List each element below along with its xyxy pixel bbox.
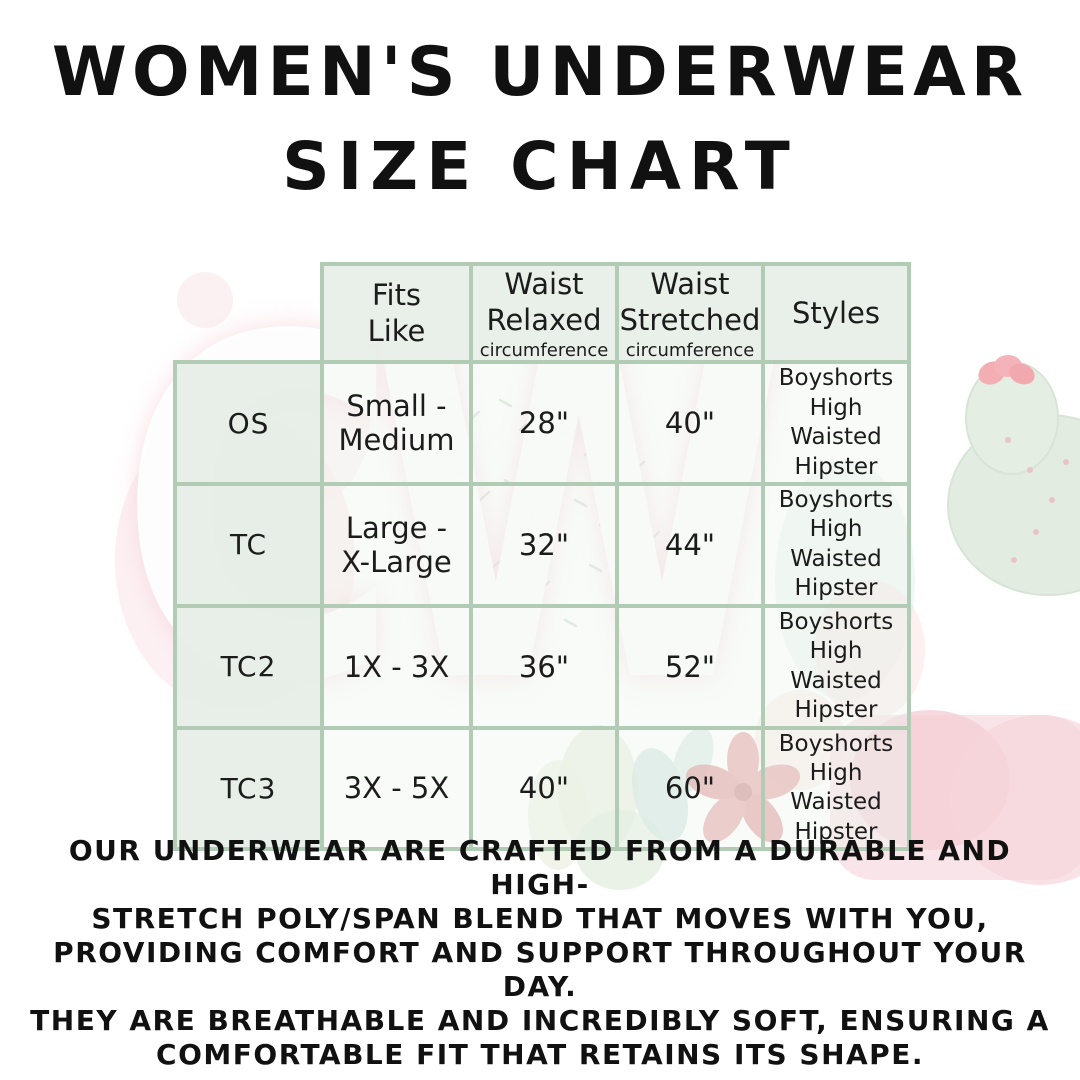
cell-tc3-fits-like: 3X - 5X — [320, 725, 473, 852]
col-header-waist-stretched-label: Waist Stretched — [619, 267, 761, 338]
cell-tc3-waist-stretched: 60" — [615, 725, 765, 852]
table-row-tc2: TC2 1X - 3X 36" 52" Boyshorts High Waist… — [173, 603, 911, 730]
cell-os-styles: Boyshorts High Waisted Hipster — [761, 360, 911, 487]
col-header-waist-relaxed-sub: circumference — [479, 339, 609, 361]
size-chart-table: Fits Like Waist Relaxed circumference Wa… — [173, 261, 911, 852]
cell-os-fits-like: Small - Medium — [320, 360, 473, 487]
cell-tc-fits-like: Large - X-Large — [320, 482, 473, 608]
table-row-os: OS Small - Medium 28" 40" Boyshorts High… — [173, 360, 911, 487]
cell-tc-waist-relaxed: 32" — [469, 482, 619, 608]
page-title-line1: WOMEN'S UNDERWEAR — [51, 33, 1029, 112]
cell-os-waist-relaxed: 28" — [469, 360, 619, 487]
row-header-os: OS — [173, 360, 324, 487]
row-header-tc: TC — [173, 482, 324, 608]
col-header-fits-like-label: Fits Like — [367, 277, 426, 349]
col-header-waist-relaxed-label: Waist Relaxed — [486, 267, 602, 338]
col-header-fits-like: Fits Like — [320, 261, 473, 365]
cell-tc2-waist-relaxed: 36" — [469, 603, 619, 730]
page-title: WOMEN'S UNDERWEAR SIZE CHART — [0, 33, 1080, 205]
col-header-styles: Styles — [761, 261, 911, 365]
table-corner-cell — [175, 264, 322, 362]
cell-tc2-waist-stretched: 52" — [615, 603, 765, 730]
cell-tc3-styles: Boyshorts High Waisted Hipster — [761, 725, 911, 852]
table-row-tc3: TC3 3X - 5X 40" 60" Boyshorts High Waist… — [173, 725, 911, 852]
cell-tc2-fits-like: 1X - 3X — [320, 603, 473, 730]
description-line: OUR UNDERWEAR ARE CRAFTED FROM A DURABLE… — [68, 834, 1012, 901]
cactus-flower — [978, 355, 1035, 385]
cell-tc-waist-stretched: 44" — [615, 482, 765, 608]
product-description: OUR UNDERWEAR ARE CRAFTED FROM A DURABLE… — [20, 834, 1060, 1072]
description-line: STRETCH POLY/SPAN BLEND THAT MOVES WITH … — [91, 902, 989, 935]
row-header-tc3: TC3 — [173, 725, 324, 852]
cell-tc2-styles: Boyshorts High Waisted Hipster — [761, 603, 911, 730]
col-header-waist-stretched: Waist Stretched circumference — [615, 261, 765, 365]
col-header-styles-label: Styles — [792, 296, 880, 331]
cell-os-waist-stretched: 40" — [615, 360, 765, 487]
col-header-waist-stretched-sub: circumference — [625, 339, 755, 361]
description-line: COMFORTABLE FIT THAT RETAINS ITS SHAPE. — [156, 1038, 924, 1071]
description-line: PROVIDING COMFORT AND SUPPORT THROUGHOUT… — [53, 936, 1027, 1003]
cactus-dots — [1005, 437, 1069, 563]
cell-tc3-waist-relaxed: 40" — [469, 725, 619, 852]
row-header-tc2: TC2 — [173, 603, 324, 730]
page-title-line2: SIZE CHART — [282, 127, 798, 205]
col-header-waist-relaxed: Waist Relaxed circumference — [469, 261, 619, 365]
description-line: THEY ARE BREATHABLE AND INCREDIBLY SOFT,… — [30, 1004, 1050, 1037]
header-row: Fits Like Waist Relaxed circumference Wa… — [175, 261, 911, 365]
cell-tc-styles: Boyshorts High Waisted Hipster — [761, 482, 911, 608]
table-row-tc: TC Large - X-Large 32" 44" Boyshorts Hig… — [173, 482, 911, 608]
cactus-illustration — [947, 355, 1080, 596]
